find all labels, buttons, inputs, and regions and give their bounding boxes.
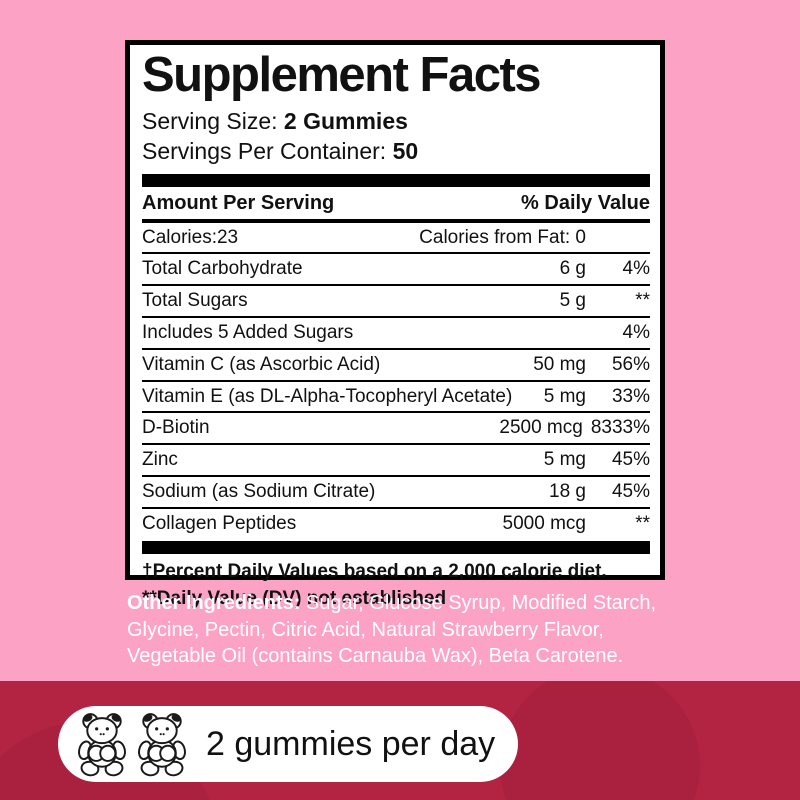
divider-bar-top xyxy=(142,173,650,187)
row-dv: 56% xyxy=(611,353,650,375)
nutrient-row: Total Sugars 5 g ** xyxy=(142,286,650,319)
row-name: Sodium (as Sodium Citrate) xyxy=(142,481,376,503)
facts-header-row: Amount Per Serving % Daily Value xyxy=(142,187,650,223)
row-dv: 45% xyxy=(611,449,650,471)
servings-per-container-label: Servings Per Container: xyxy=(142,137,393,164)
row-dv: 4% xyxy=(622,258,650,280)
row-dv: 8333% xyxy=(590,417,650,439)
row-name: D-Biotin xyxy=(142,417,210,439)
row-dv: 4% xyxy=(622,322,650,344)
nutrient-row: Sodium (as Sodium Citrate) 18 g 45% xyxy=(142,477,650,509)
footnote-dv-not-established: **Daily Value (DV) not established xyxy=(142,587,447,609)
gummy-bear-icon xyxy=(136,712,188,777)
row-name: Collagen Peptides xyxy=(142,512,297,534)
nutrient-row: Vitamin E (as DL-Alpha-Tocopheryl Acetat… xyxy=(142,382,650,414)
row-amount: 5 g xyxy=(559,290,586,312)
serving-size-value: 2 Gummies xyxy=(283,107,408,134)
dosage-badge: 2 gummies per day xyxy=(58,706,518,782)
row-amount: 5 mg xyxy=(543,449,586,471)
row-amount: 5 mg xyxy=(543,385,586,407)
row-dv: ** xyxy=(635,512,650,534)
row-amount: 6 g xyxy=(559,258,586,280)
row-dv: ** xyxy=(635,290,650,312)
servings-per-container-line: Servings Per Container: 50 xyxy=(142,137,650,167)
row-amount: 50 mg xyxy=(533,353,586,375)
other-ingredients-label: Other Ingredients: xyxy=(127,592,301,614)
footnote-daily-values: †Percent Daily Values based on a 2,000 c… xyxy=(142,560,607,582)
row-name: Vitamin C (as Ascorbic Acid) xyxy=(142,353,381,375)
panel-title: Supplement Facts xyxy=(142,48,542,102)
header-amount-per-serving: Amount Per Serving xyxy=(142,191,335,214)
nutrient-row: Zinc 5 mg 45% xyxy=(142,445,650,478)
row-amount: Calories from Fat: 0 xyxy=(419,226,586,248)
row-amount: 2500 mcg xyxy=(499,417,583,439)
header-daily-value: % Daily Value xyxy=(521,191,650,214)
row-name: Total Sugars xyxy=(142,290,248,312)
other-ingredients-text: Sugar, Glucose Syrup, Modified Starch, G… xyxy=(127,592,657,668)
row-dv: 45% xyxy=(611,481,650,503)
supplement-facts-panel: Supplement Facts Serving Size: 2 Gummies… xyxy=(125,40,665,609)
row-name: Zinc xyxy=(142,449,178,471)
row-amount: 5000 mcg xyxy=(502,512,586,534)
bottom-band: 2 gummies per day xyxy=(0,681,800,800)
nutrient-row: Total Carbohydrate 6 g 4% xyxy=(142,254,650,287)
row-dv: 33% xyxy=(611,385,650,407)
row-name: Calories:23 xyxy=(142,226,239,248)
serving-size-label: Serving Size: xyxy=(142,107,284,134)
servings-per-container-value: 50 xyxy=(392,137,419,164)
serving-size-line: Serving Size: 2 Gummies xyxy=(142,107,650,137)
footnotes: †Percent Daily Values based on a 2,000 c… xyxy=(142,559,650,613)
nutrient-row: D-Biotin 2500 mcg 8333% xyxy=(142,413,650,446)
row-name: Vitamin E (as DL-Alpha-Tocopheryl Acetat… xyxy=(142,385,513,407)
row-name: Includes 5 Added Sugars xyxy=(142,322,354,344)
nutrient-row: Collagen Peptides 5000 mcg ** xyxy=(142,509,650,539)
other-ingredients: Other Ingredients: Sugar, Glucose Syrup,… xyxy=(127,590,673,670)
dosage-text: 2 gummies per day xyxy=(206,724,496,763)
facts-rows: Calories:23 Calories from Fat: 0 Total C… xyxy=(142,223,650,539)
nutrient-row: Calories:23 Calories from Fat: 0 xyxy=(142,223,650,255)
nutrient-row: Includes 5 Added Sugars 4% xyxy=(142,318,650,350)
row-amount: 18 g xyxy=(549,481,586,503)
nutrient-row: Vitamin C (as Ascorbic Acid) 50 mg 56% xyxy=(142,350,650,382)
divider-bar-bottom xyxy=(142,540,650,554)
gummy-bear-icon xyxy=(76,712,128,777)
band-decor-circle xyxy=(500,681,700,800)
row-name: Total Carbohydrate xyxy=(142,258,303,280)
